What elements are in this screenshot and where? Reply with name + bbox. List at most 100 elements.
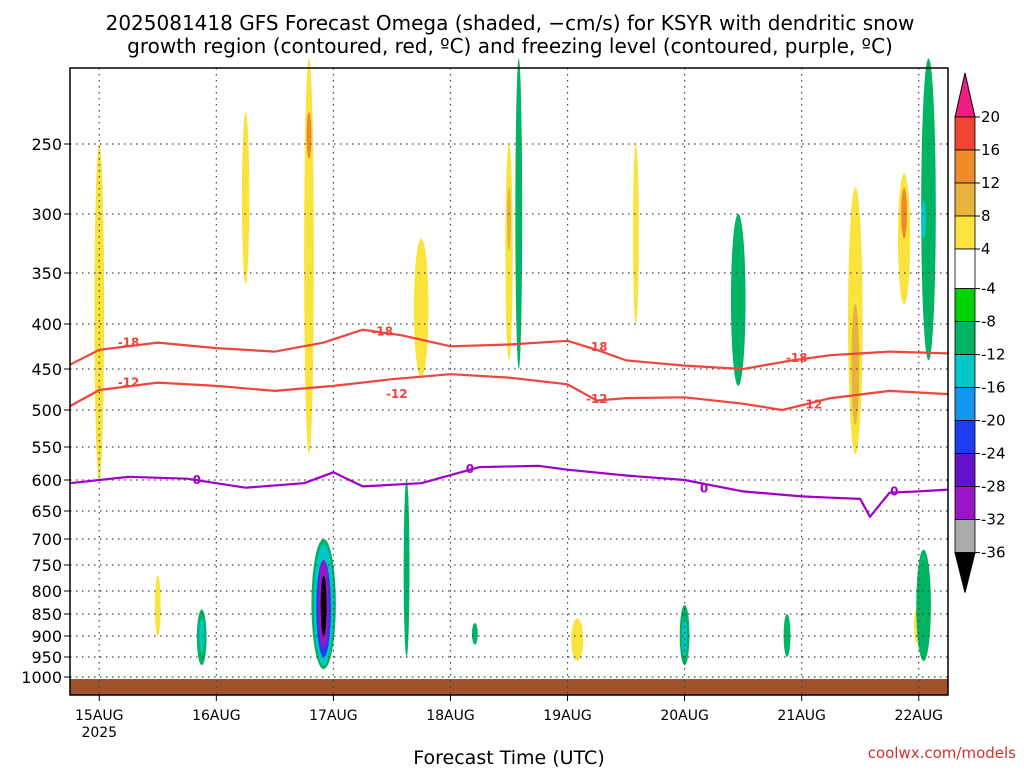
y-tick-label: 450 [31,360,62,379]
shaded-region [898,173,911,305]
shaded-region [682,618,688,657]
freezing-level-contour [69,464,949,518]
shaded-region [320,575,327,636]
y-tick-label: 800 [31,582,62,601]
shaded-region [403,480,410,657]
colorbar-tick-label: -4 [981,280,996,298]
shaded-region [783,614,791,657]
x-tick-label: 17AUG [309,708,358,724]
dgz-contour [69,373,949,412]
colorbar-swatch [954,453,976,488]
colorbar-top-arrow [954,72,976,118]
contour-label: -12 [801,398,823,412]
shaded-region [507,187,511,251]
contour-label: -18 [118,336,140,350]
chart-title-line-1: 2025081418 GFS Forecast Omega (shaded, −… [106,11,915,35]
shaded-region [306,111,312,160]
y-tick-label: 750 [31,556,62,575]
colorbar: 20 16 12 8 4 -4 -8 -12 -16 -20 -24 -28 -32 -36 [954,72,1006,593]
y-tick-label: 500 [31,401,62,420]
y-tick-label: 350 [31,264,62,283]
colorbar-tick-label: -8 [981,313,996,331]
contour-label: 0 [466,462,474,476]
plot-border [69,67,949,696]
contour-label: -18 [586,340,608,354]
shaded-region [241,111,250,284]
contour-label: -18 [371,325,393,339]
x-tick-label: 20AUG [660,708,709,724]
colorbar-tick-label: -12 [981,346,1006,364]
shaded-region [730,214,746,386]
colorbar-tick-label: 4 [981,240,991,258]
y-tick-label: 600 [31,471,62,490]
colorbar-swatch [954,215,976,250]
x-tick-label: 22AUG [894,708,943,724]
x-tick-label: 21AUG [777,708,826,724]
colorbar-swatch [954,519,976,553]
shaded-region [304,58,314,454]
contour-labels: -18 -18 -18 -18 -12 -12 -12 -12 0 0 0 0 [118,325,899,499]
shaded-region [505,144,513,361]
shaded-region [851,304,860,426]
colorbar-swatch [954,321,976,356]
colorbar-bottom-arrow [954,552,976,593]
y-tick-label: 850 [31,605,62,624]
contour-lines [69,328,949,518]
contour-label: -12 [586,392,608,406]
colorbar-tick-label: -24 [981,445,1006,463]
shaded-region [632,144,639,324]
y-tick-label: 550 [31,438,62,457]
y-tick-label: 1000 [21,668,62,687]
chart-title-line-2: growth region (contoured, red, ºC) and f… [127,34,893,58]
colorbar-swatch [954,288,976,323]
grid-lines [70,68,948,695]
colorbar-tick-label: -16 [981,379,1006,397]
shaded-region [571,618,584,662]
colorbar-swatch [954,486,976,521]
contour-label: 0 [890,484,898,498]
ground-layer [70,679,948,695]
shaded-region [154,575,161,636]
colorbar-tick-label: 8 [981,207,991,225]
colorbar-swatch [954,149,976,184]
colorbar-swatch [954,248,976,289]
shaded-region [921,200,927,239]
colorbar-swatch [954,182,976,217]
colorbar-tick-label: -36 [981,544,1006,562]
x-tick-label: 19AUG [543,708,592,724]
shaded-region [471,622,478,645]
x-axis-ticks: 15AUG 16AUG 17AUG 18AUG 19AUG 20AUG 21AUG 22AUG… [75,695,943,741]
colorbar-tick-label: -32 [981,511,1006,529]
x-axis-label: Forecast Time (UTC) [413,747,604,768]
plot-frame [69,67,949,696]
colorbar-tick-label: 12 [981,174,1000,192]
shaded-region [901,187,908,239]
shaded-region [916,549,931,662]
shaded-region [921,58,936,361]
contour-label: 0 [700,481,708,495]
y-tick-label: 250 [31,135,62,154]
dgz-contour [69,328,949,371]
colorbar-swatch [954,116,976,151]
colorbar-tick-label: 16 [981,141,1000,159]
y-tick-label: 300 [31,205,62,224]
y-axis-ticks: 250 300 350 400 450 500 550 600 650 700 750 800 850 9… [21,135,70,687]
y-tick-label: 900 [31,627,62,646]
x-year-label: 2025 [81,725,117,741]
y-tick-label: 700 [31,530,62,549]
contour-label: 0 [193,473,201,487]
contour-label: -18 [786,351,808,365]
y-tick-label: 650 [31,502,62,521]
credit-text: coolwx.com/models [868,744,1016,762]
x-tick-label: 16AUG [192,708,241,724]
shaded-region [199,618,205,653]
colorbar-swatch [954,354,976,389]
y-tick-label: 950 [31,648,62,667]
shaded-region [94,144,105,480]
shaded-region [515,58,523,369]
colorbar-tick-label: 20 [981,108,1000,126]
shaded-region [413,238,429,378]
ground-fill [70,679,948,695]
